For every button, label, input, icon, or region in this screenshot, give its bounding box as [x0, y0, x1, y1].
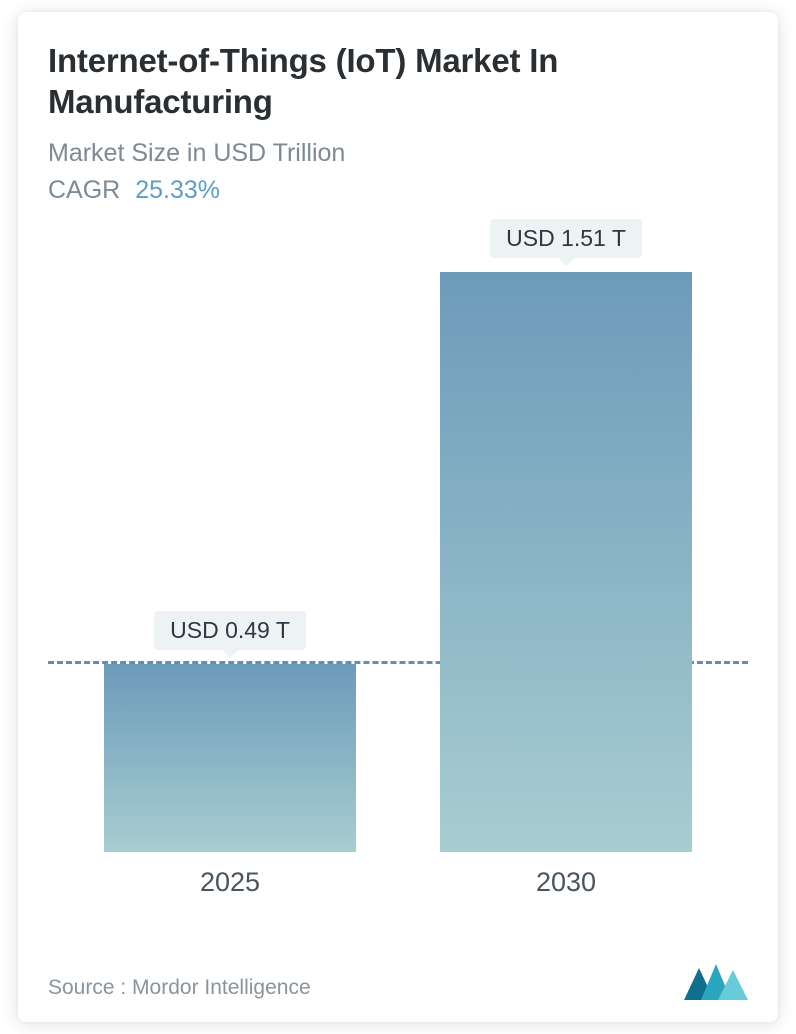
bar-fill [104, 664, 356, 852]
value-label: USD 1.51 T [490, 219, 642, 258]
brand-logo-icon [684, 960, 748, 1000]
source-text: Source : Mordor Intelligence [48, 976, 311, 1000]
chart-area: USD 0.49 T2025USD 1.51 T2030 [48, 232, 748, 902]
x-tick-label: 2025 [200, 867, 260, 898]
bar [440, 272, 692, 852]
cagr-value: 25.33% [135, 176, 220, 204]
chart-card: Internet-of-Things (IoT) Market In Manuf… [18, 12, 778, 1022]
chart-footer: Source : Mordor Intelligence [48, 960, 748, 1000]
chart-plot: USD 0.49 T2025USD 1.51 T2030 [48, 272, 748, 852]
chart-title: Internet-of-Things (IoT) Market In Manuf… [48, 40, 748, 123]
value-label: USD 0.49 T [154, 611, 306, 650]
cagr-row: CAGR 25.33% [48, 176, 748, 205]
bar [104, 664, 356, 852]
cagr-label: CAGR [48, 176, 120, 204]
x-tick-label: 2030 [536, 867, 596, 898]
bar-fill [440, 272, 692, 852]
chart-subtitle: Market Size in USD Trillion [48, 139, 748, 168]
